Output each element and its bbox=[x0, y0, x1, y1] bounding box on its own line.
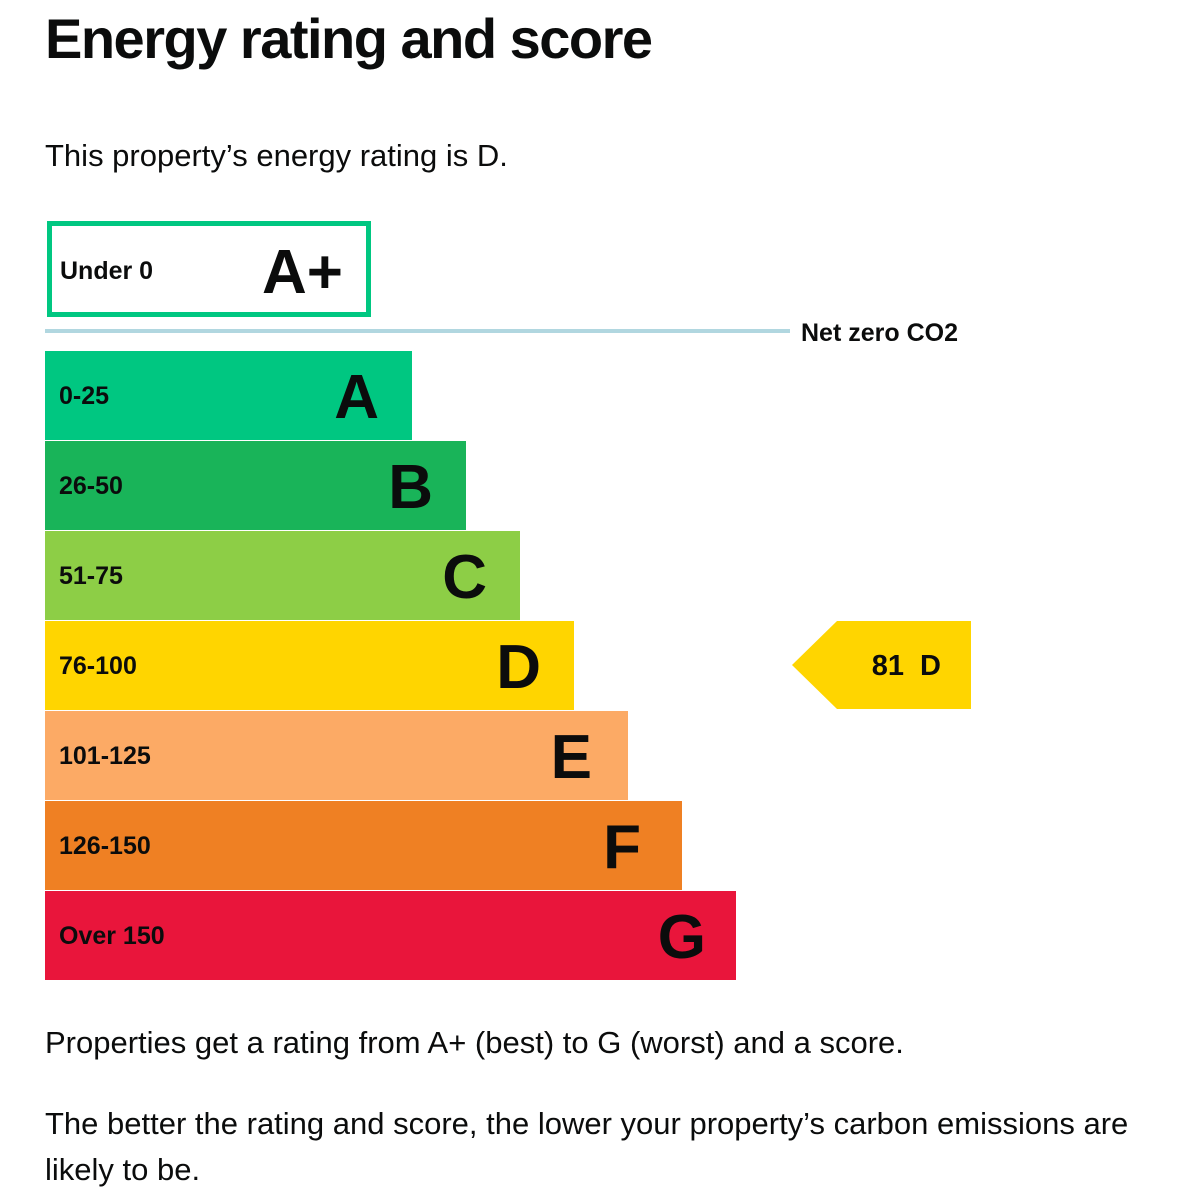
current-rating-arrow bbox=[792, 621, 971, 709]
band-a-plus-letter: A+ bbox=[262, 238, 343, 307]
band-e-bar bbox=[45, 711, 628, 800]
band-d-letter: D bbox=[496, 633, 541, 702]
band-c-range: 51-75 bbox=[59, 562, 123, 590]
net-zero-label: Net zero CO2 bbox=[801, 319, 958, 347]
rating-explanation: Properties get a rating from A+ (best) t… bbox=[45, 1025, 904, 1060]
band-b-letter: B bbox=[388, 453, 433, 522]
band-d-range: 76-100 bbox=[59, 652, 137, 680]
band-f-bar bbox=[45, 801, 682, 890]
band-a-plus-box bbox=[47, 221, 371, 317]
band-b-bar bbox=[45, 441, 466, 530]
band-c-letter: C bbox=[442, 543, 487, 612]
current-rating-letter: D bbox=[920, 650, 941, 682]
band-e-range: 101-125 bbox=[59, 742, 151, 770]
band-a-bar bbox=[45, 351, 412, 440]
rating-summary: This property’s energy rating is D. bbox=[45, 138, 508, 173]
band-g-letter: G bbox=[658, 903, 706, 972]
score-explanation: The better the rating and score, the low… bbox=[45, 1106, 1129, 1187]
band-a-range: 0-25 bbox=[59, 382, 109, 410]
energy-rating-chart: Under 0 A+ Net zero CO2 0-25 A 26-50 B 5… bbox=[45, 221, 971, 980]
band-g-bar bbox=[45, 891, 736, 980]
band-e-letter: E bbox=[551, 723, 592, 792]
band-g-range: Over 150 bbox=[59, 922, 165, 950]
band-a-plus-range: Under 0 bbox=[60, 257, 153, 285]
band-f-range: 126-150 bbox=[59, 832, 151, 860]
current-rating-score: 81 bbox=[872, 650, 904, 682]
band-a-letter: A bbox=[334, 363, 379, 432]
band-d-bar bbox=[45, 621, 574, 710]
band-c-bar bbox=[45, 531, 520, 620]
band-b-range: 26-50 bbox=[59, 472, 123, 500]
band-f-letter: F bbox=[603, 813, 641, 882]
page-title: Energy rating and score bbox=[45, 7, 653, 70]
